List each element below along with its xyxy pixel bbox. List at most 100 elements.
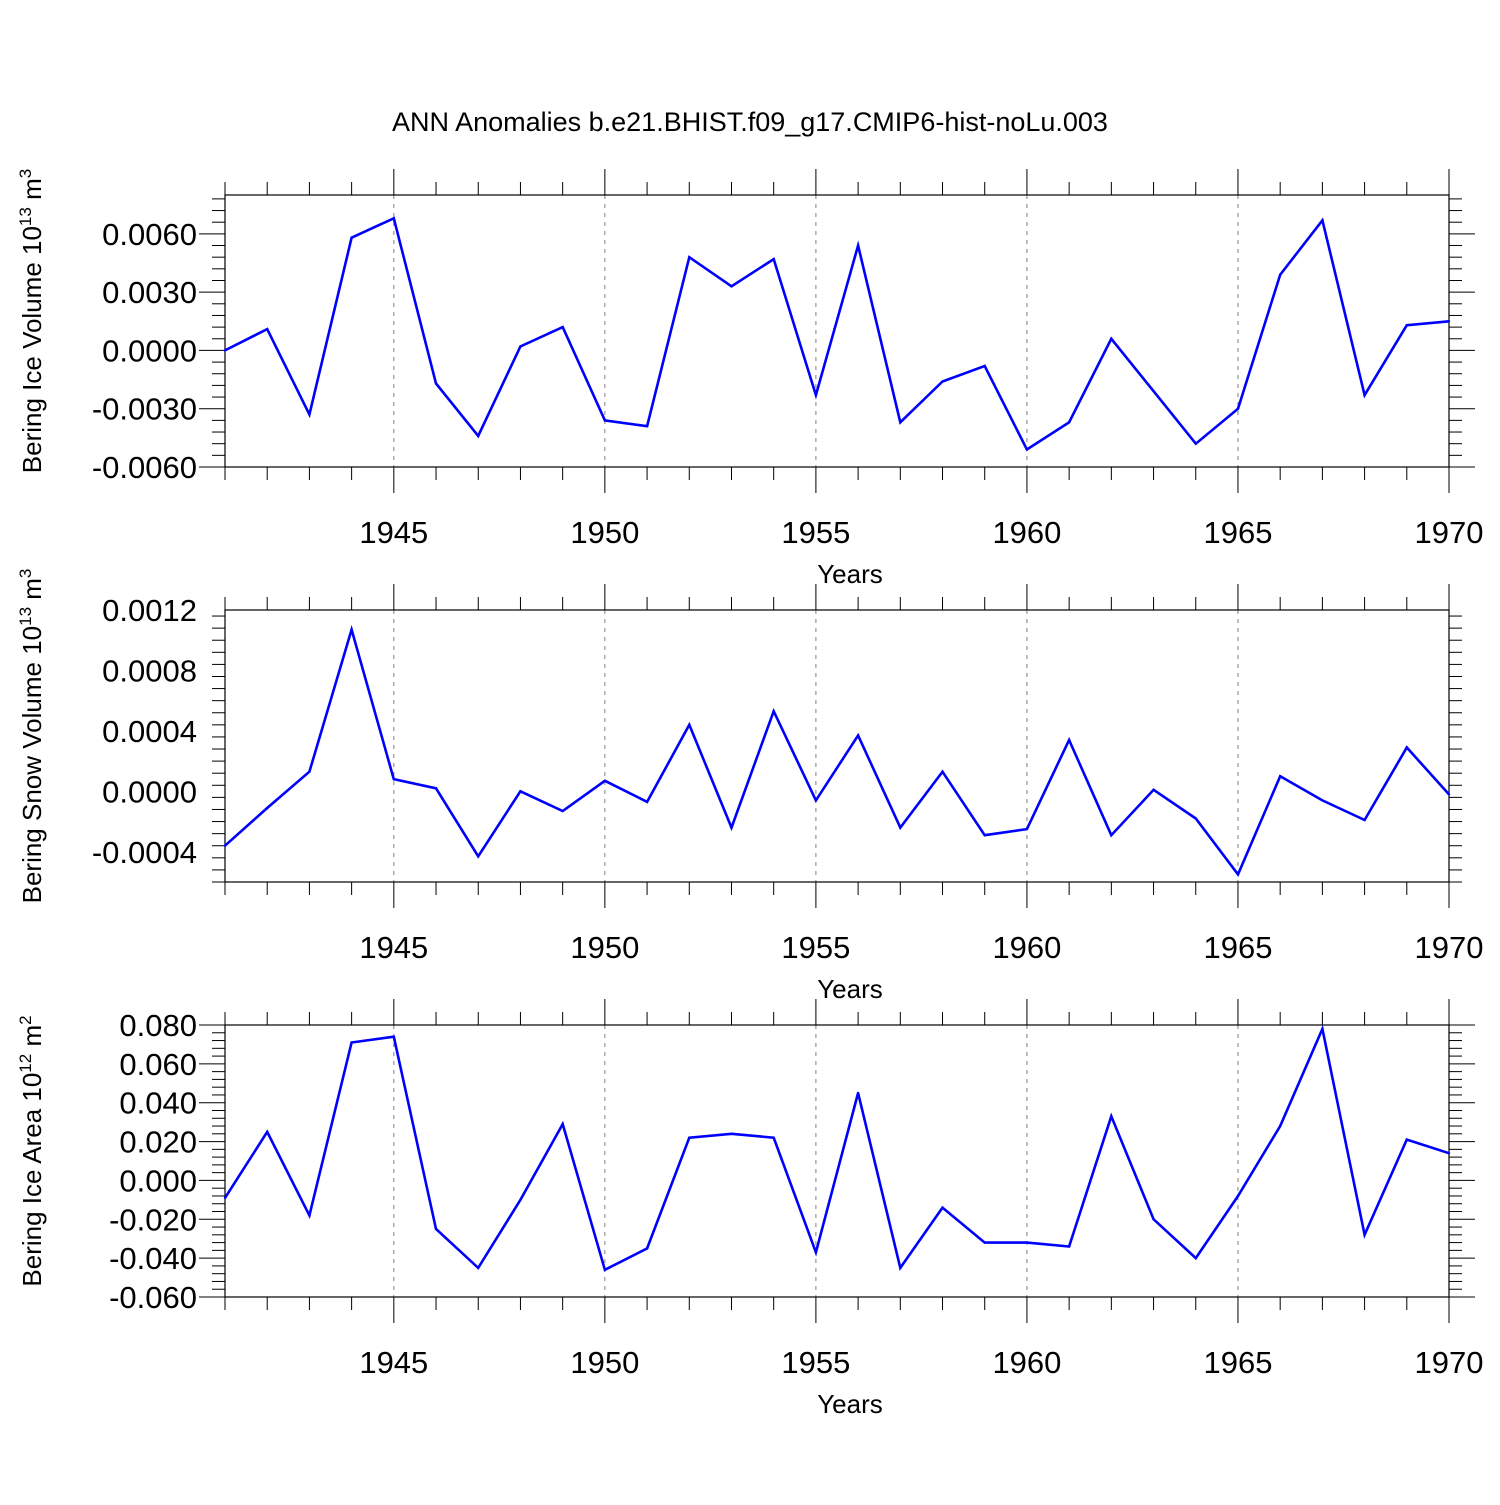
x-tick-label: 1955	[781, 930, 850, 965]
series-line	[223, 1024, 1450, 1272]
series-line	[224, 624, 1450, 877]
data-point	[856, 244, 860, 247]
data-point	[772, 257, 775, 261]
data-point	[1194, 442, 1197, 445]
data-point	[1321, 799, 1324, 802]
data-point	[814, 393, 818, 397]
data-point	[1447, 793, 1451, 796]
x-tick-label: 1970	[1415, 1345, 1484, 1380]
x-tick-label: 1960	[992, 515, 1061, 550]
data-point	[1363, 818, 1366, 822]
data-point	[1236, 407, 1240, 410]
data-point	[392, 1035, 396, 1038]
data-point	[730, 826, 733, 829]
data-point	[350, 628, 353, 631]
data-point	[350, 236, 353, 239]
data-point	[1025, 448, 1029, 451]
y-tick-label: 0.040	[119, 1086, 197, 1121]
data-point	[1447, 1152, 1451, 1155]
data-point	[1110, 833, 1113, 837]
y-tick-label: -0.0030	[92, 392, 197, 427]
data-point	[308, 1214, 311, 1217]
y-tick-label: 0.0000	[102, 333, 197, 368]
panel-2: -0.0004 0.0000 0.0004 0.0008 0.0012 1945 1950 1…	[16, 569, 1483, 1004]
x-tick-label: 1960	[992, 1345, 1061, 1380]
data-point	[392, 778, 396, 781]
y-axis-label-exponent: 12	[16, 1054, 35, 1073]
data-point	[477, 1266, 480, 1270]
x-axis-label: Years	[817, 1389, 883, 1419]
data-point	[561, 1122, 564, 1126]
data-point	[983, 1241, 986, 1244]
y-tick-label: 0.0012	[102, 593, 197, 628]
y-tick-label: 0.060	[119, 1047, 197, 1082]
y-tick-label: -0.060	[109, 1280, 197, 1315]
data-point	[266, 806, 269, 810]
y-axis-label-text: Bering Ice Area 10	[17, 1073, 47, 1287]
y-axis-label-exponent: 13	[16, 607, 35, 626]
data-point	[308, 413, 311, 416]
x-tick-label: 1950	[570, 1345, 639, 1380]
data-point	[645, 800, 649, 804]
y-tick-label: 0.0000	[102, 774, 197, 809]
x-tick-label: 1945	[359, 515, 428, 550]
data-point	[1363, 393, 1366, 397]
x-tick-label: 1970	[1415, 515, 1484, 550]
y-tick-label: 0.0008	[102, 653, 197, 688]
data-point	[603, 1268, 607, 1272]
data-point	[1321, 1027, 1324, 1031]
data-point	[1067, 1245, 1071, 1248]
data-point	[1236, 1194, 1240, 1198]
data-point	[1447, 320, 1451, 323]
data-point	[730, 285, 733, 288]
x-axis-label: Years	[817, 974, 883, 1004]
series-line	[224, 216, 1450, 452]
data-point	[1025, 827, 1029, 831]
x-tick-label: 1950	[570, 930, 639, 965]
y-tick-label: -0.0004	[92, 835, 197, 870]
x-tick-label: 1965	[1203, 930, 1272, 965]
data-point	[1152, 1218, 1155, 1221]
y-axis-label-text: Bering Snow Volume 10	[17, 626, 47, 904]
data-point	[561, 325, 564, 329]
data-point	[688, 1136, 691, 1139]
y-tick-label: 0.000	[119, 1163, 197, 1198]
y-tick-label: 0.080	[119, 1008, 197, 1043]
data-point	[1194, 817, 1197, 820]
data-point	[223, 1196, 227, 1200]
data-point	[1278, 1124, 1282, 1128]
panel-3: -0.060 -0.040 -0.020 0.0000.020 0.040 0.060 0.…	[16, 999, 1483, 1419]
data-point	[772, 1136, 775, 1139]
data-point	[772, 710, 775, 713]
plot-frame	[224, 1024, 1450, 1298]
data-point	[645, 425, 649, 428]
data-point	[730, 1132, 733, 1136]
y-axis-label: Bering Snow Volume 1013 m3	[16, 569, 47, 904]
data-point	[519, 345, 522, 348]
data-point	[308, 770, 311, 773]
data-point	[350, 1041, 353, 1044]
data-point	[434, 382, 438, 385]
data-point	[983, 364, 986, 368]
y-axis-label: Bering Ice Area 1012 m2	[16, 1015, 47, 1286]
data-point	[1278, 775, 1282, 778]
data-point	[477, 434, 480, 438]
data-point	[1405, 323, 1408, 327]
data-point	[814, 799, 818, 802]
data-point	[814, 1251, 818, 1254]
data-point	[856, 1091, 860, 1095]
y-tick-label: 0.0004	[102, 714, 197, 749]
data-point	[1278, 273, 1282, 276]
data-point	[1110, 337, 1113, 340]
data-point	[983, 833, 986, 837]
data-point	[434, 787, 438, 790]
data-point	[1321, 219, 1324, 222]
y-tick-label: 0.0030	[102, 275, 197, 310]
data-point	[941, 770, 944, 773]
data-point	[1110, 1115, 1113, 1118]
data-point	[899, 421, 902, 424]
data-point	[519, 1198, 522, 1202]
data-point	[1152, 788, 1155, 792]
